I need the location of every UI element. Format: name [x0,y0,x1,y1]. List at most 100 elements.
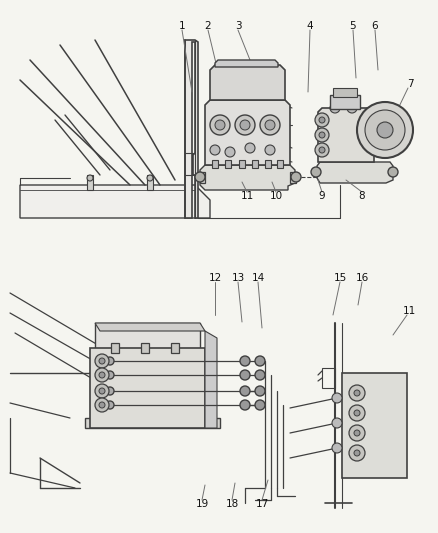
Text: 4: 4 [307,21,313,31]
Bar [239,160,245,168]
Circle shape [99,372,105,378]
Circle shape [95,398,109,412]
Text: 19: 19 [195,499,208,509]
Circle shape [319,132,325,138]
Polygon shape [210,65,285,100]
Text: 18: 18 [226,499,239,509]
Circle shape [195,172,205,182]
Circle shape [291,172,301,182]
Polygon shape [290,172,296,183]
Circle shape [240,356,250,366]
Circle shape [106,401,114,409]
Circle shape [332,418,342,428]
Text: 16: 16 [355,273,369,283]
Text: 1: 1 [179,21,185,31]
Text: 8: 8 [359,191,365,201]
Text: 10: 10 [269,191,283,201]
Polygon shape [20,185,210,218]
Circle shape [319,147,325,153]
Circle shape [210,115,230,135]
Circle shape [255,356,265,366]
Circle shape [354,410,360,416]
Text: 11: 11 [403,306,416,316]
Polygon shape [317,162,393,183]
Circle shape [255,400,265,410]
Text: 13: 13 [231,273,245,283]
Bar [141,343,149,353]
Circle shape [354,450,360,456]
Polygon shape [342,373,407,478]
Circle shape [349,445,365,461]
Text: 12: 12 [208,273,222,283]
Polygon shape [95,323,205,331]
Circle shape [330,103,340,113]
Circle shape [87,175,93,181]
Circle shape [240,400,250,410]
Circle shape [357,102,413,158]
Circle shape [225,147,235,157]
Bar [330,95,360,109]
Polygon shape [200,165,295,190]
Circle shape [349,425,365,441]
Circle shape [255,386,265,396]
Bar [333,88,357,97]
Circle shape [240,386,250,396]
Text: 5: 5 [350,21,356,31]
Circle shape [365,110,405,150]
Polygon shape [185,40,198,218]
Polygon shape [205,100,290,165]
Polygon shape [200,172,205,183]
Circle shape [349,385,365,401]
Circle shape [147,175,153,181]
Circle shape [315,128,329,142]
Bar [90,348,205,428]
Text: 14: 14 [251,273,265,283]
Bar [265,160,271,168]
Circle shape [99,358,105,364]
Bar [171,343,179,353]
Circle shape [377,122,393,138]
Polygon shape [205,331,217,428]
Bar [147,175,153,190]
Circle shape [347,103,357,113]
Text: 15: 15 [333,273,346,283]
Text: 17: 17 [255,499,268,509]
Bar [212,160,218,168]
Circle shape [315,113,329,127]
Circle shape [332,393,342,403]
Circle shape [265,120,275,130]
Polygon shape [85,418,220,428]
Bar [277,160,283,168]
Polygon shape [318,108,374,162]
Text: 9: 9 [319,191,325,201]
Circle shape [95,368,109,382]
Polygon shape [215,60,278,67]
Bar [252,160,258,168]
Text: 11: 11 [240,191,254,201]
Circle shape [354,390,360,396]
Circle shape [235,115,255,135]
Circle shape [95,354,109,368]
Circle shape [215,120,225,130]
Circle shape [210,145,220,155]
Circle shape [240,370,250,380]
Bar [225,160,231,168]
Circle shape [349,405,365,421]
Text: 6: 6 [372,21,378,31]
Circle shape [99,402,105,408]
Circle shape [332,443,342,453]
Circle shape [255,370,265,380]
Text: 7: 7 [407,79,413,89]
Bar [87,175,93,190]
Circle shape [315,143,329,157]
Circle shape [265,145,275,155]
Circle shape [388,167,398,177]
Circle shape [354,430,360,436]
Circle shape [319,117,325,123]
Circle shape [106,357,114,365]
Text: 2: 2 [205,21,211,31]
Bar [111,343,119,353]
Circle shape [99,388,105,394]
Circle shape [95,384,109,398]
Circle shape [245,143,255,153]
